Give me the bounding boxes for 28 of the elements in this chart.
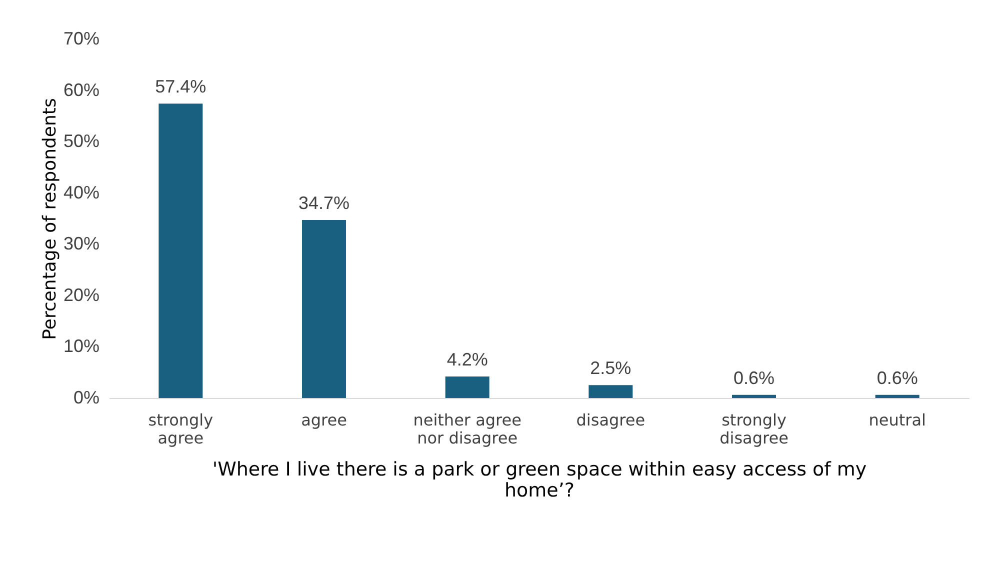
x-tick-label: agree	[301, 410, 347, 430]
x-tick-label: strongly agree	[148, 410, 214, 448]
y-tick-label: 20%	[63, 284, 100, 305]
y-tick-label: 40%	[63, 182, 100, 202]
data-label: 0.6%	[733, 368, 775, 388]
x-tick-label: neither agree nor disagree	[413, 410, 522, 448]
x-tick-label: disagree	[576, 410, 646, 430]
y-tick-label: 60%	[63, 80, 100, 100]
bar	[445, 376, 490, 398]
y-tick-label: 70%	[63, 28, 100, 48]
data-label: 0.6%	[876, 368, 918, 388]
bar	[158, 104, 203, 398]
x-tick-label: strongly disagree	[720, 410, 788, 448]
y-tick-label: 0%	[73, 388, 100, 408]
bar	[732, 394, 776, 398]
y-tick-label: 10%	[63, 336, 100, 356]
bar	[302, 220, 346, 398]
x-tick-label: neutral	[868, 410, 926, 430]
bar	[588, 385, 633, 398]
y-tick-label: 50%	[63, 131, 100, 152]
y-axis-title: Percentage of respondents	[39, 98, 60, 340]
data-label: 34.7%	[298, 193, 350, 214]
x-axis-title: 'Where I live there is a park or green space within easy access of my home’?	[212, 458, 867, 502]
y-tick-label: 30%	[63, 234, 100, 254]
data-label: 2.5%	[590, 358, 632, 378]
data-label: 57.4%	[155, 76, 206, 97]
data-label: 4.2%	[446, 349, 488, 370]
bar	[875, 394, 920, 398]
